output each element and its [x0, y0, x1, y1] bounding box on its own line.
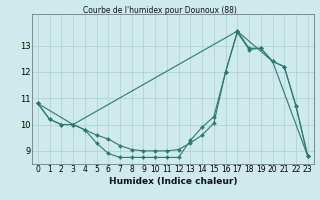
Text: Courbe de l'humidex pour Dounoux (88): Courbe de l'humidex pour Dounoux (88)	[83, 6, 237, 15]
X-axis label: Humidex (Indice chaleur): Humidex (Indice chaleur)	[108, 177, 237, 186]
